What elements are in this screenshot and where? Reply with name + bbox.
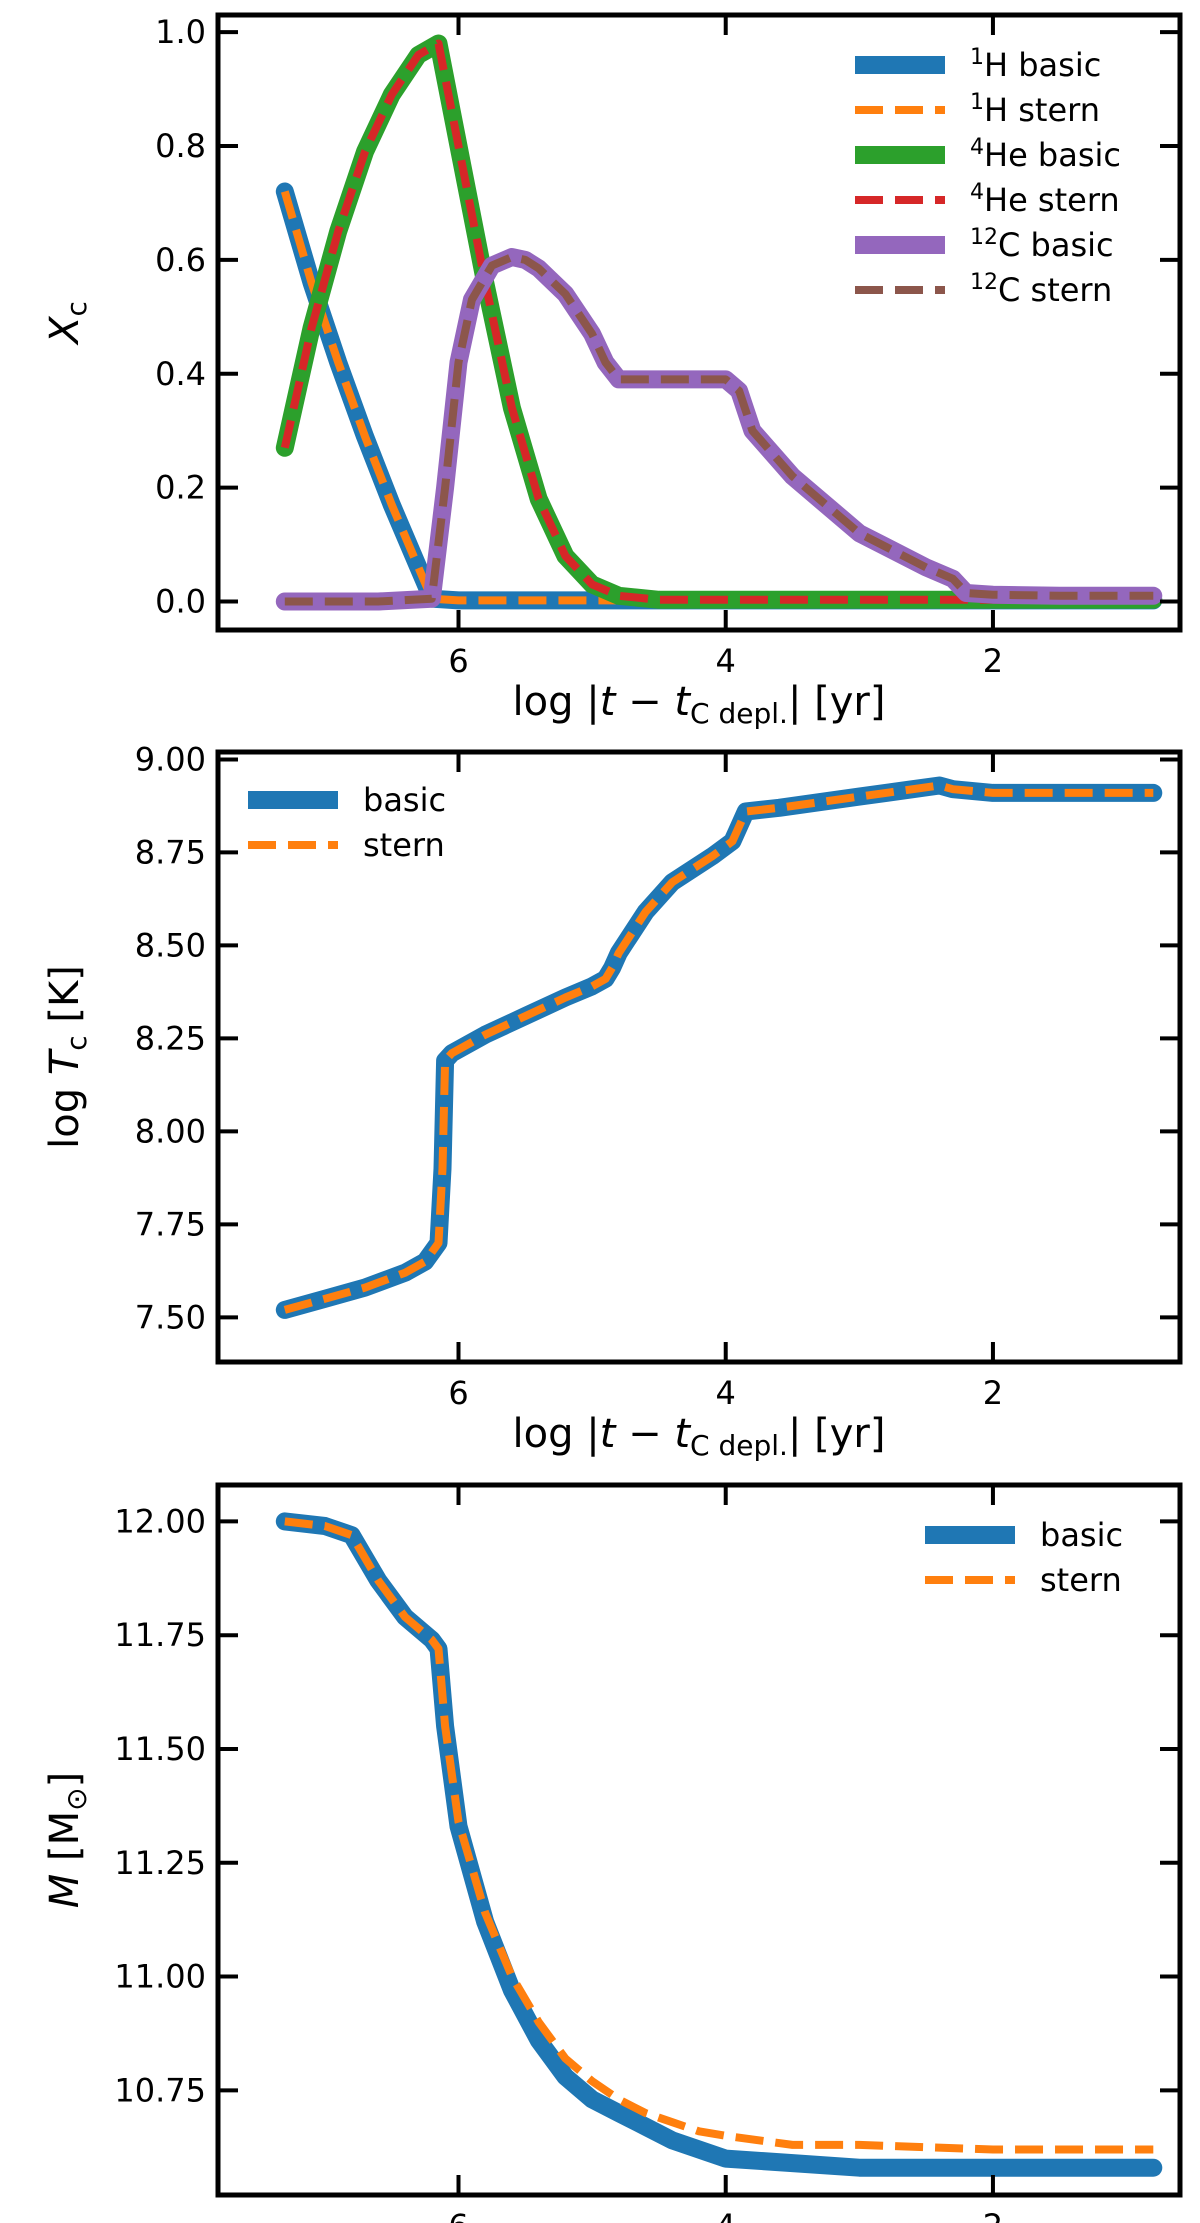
legend-label: stern <box>1040 1561 1122 1599</box>
series-line-basic <box>275 776 1163 1319</box>
legend: basic stern <box>248 781 446 864</box>
axes-frame <box>215 749 1183 1365</box>
legend-label: 12C stern <box>970 270 1112 309</box>
legend: basic stern <box>925 1516 1123 1599</box>
legend: 1H basic 1H stern 4He basic 4He stern 12C ba… <box>855 45 1121 309</box>
legend-label: 1H basic <box>970 45 1101 84</box>
y-axis-label: M [M⊙] <box>42 1772 93 1908</box>
ytick-label: 8.25 <box>135 1019 206 1057</box>
panel-1: 0.0 0.2 0.4 0.6 0.8 1.0 6 4 2 log |t − tC depl.| … <box>42 12 1183 730</box>
series-line-12c-stern <box>284 253 1154 606</box>
series-line-4he-stern <box>280 39 1154 604</box>
ytick-label: 9.00 <box>135 740 206 778</box>
xtick-label: 4 <box>716 642 736 680</box>
legend-label: 4He basic <box>970 135 1121 174</box>
y-axis-label: log Tc [K] <box>42 965 93 1149</box>
series-group <box>275 1512 1163 2177</box>
series-group <box>275 34 1163 611</box>
ytick-label: 1.0 <box>155 13 206 51</box>
xtick-label: 2 <box>983 1374 1003 1412</box>
xtick-label: 4 <box>716 2207 736 2223</box>
legend-label: basic <box>1040 1516 1123 1554</box>
ytick-label: 0.2 <box>155 469 206 507</box>
x-axis-label: log |t − tC depl.| [yr] <box>513 679 886 730</box>
series-group <box>275 776 1163 1319</box>
ytick-label: 0.4 <box>155 355 206 393</box>
xtick-label: 2 <box>983 2207 1003 2223</box>
ytick-label: 8.75 <box>135 833 206 871</box>
x-axis-label: log |t − tC depl.| [yr] <box>513 1411 886 1462</box>
axes-frame <box>215 1482 1183 2198</box>
ytick-label: 8.50 <box>135 926 206 964</box>
axes-frame <box>215 12 1183 633</box>
legend-label: 4He stern <box>970 180 1120 219</box>
xtick-label: 6 <box>448 1374 468 1412</box>
ytick-label: 0.0 <box>155 583 206 621</box>
ytick-label: 10.75 <box>114 2071 206 2109</box>
legend-label: 12C basic <box>970 225 1114 264</box>
ytick-label: 8.00 <box>135 1112 206 1150</box>
series-line-basic <box>275 1512 1163 2177</box>
xtick-label: 6 <box>448 2207 468 2223</box>
xtick-label: 2 <box>983 642 1003 680</box>
ytick-label: 11.50 <box>114 1730 206 1768</box>
series-line-stern <box>284 1517 1154 2154</box>
ytick-label: 0.6 <box>155 241 206 279</box>
ytick-label: 0.8 <box>155 127 206 165</box>
legend-label: 1H stern <box>970 90 1100 129</box>
panel-2: 7.50 7.75 8.00 8.25 8.50 8.75 9.00 6 4 2 log |t − … <box>42 740 1183 1462</box>
ytick-label: 7.50 <box>135 1298 206 1336</box>
series-line-stern <box>283 781 1154 1314</box>
xtick-label: 4 <box>716 1374 736 1412</box>
ytick-label: 7.75 <box>135 1205 206 1243</box>
y-axis-label: Xc <box>42 301 93 346</box>
xtick-label: 6 <box>448 642 468 680</box>
ytick-label: 11.25 <box>114 1844 206 1882</box>
legend-label: basic <box>363 781 446 819</box>
ytick-label: 11.75 <box>114 1616 206 1654</box>
ytick-label: 11.00 <box>114 1958 206 1996</box>
legend-label: stern <box>363 826 445 864</box>
ytick-label: 12.00 <box>114 1502 206 1540</box>
